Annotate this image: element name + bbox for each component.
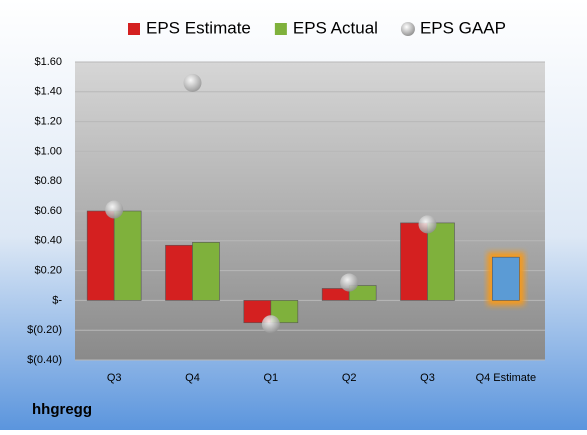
bar	[492, 256, 520, 301]
y-tick-label: $1.40	[34, 86, 62, 98]
y-tick-label: $1.60	[34, 56, 62, 68]
y-tick-label: $1.20	[34, 116, 62, 128]
bar	[165, 244, 193, 301]
legend-marker	[128, 23, 140, 35]
y-tick-label: $(0.20)	[27, 324, 62, 336]
bar	[270, 300, 299, 324]
x-tick-label: Q3	[420, 372, 435, 384]
y-tick-label: $0.60	[34, 205, 62, 217]
y-tick-label: $0.80	[34, 175, 62, 187]
x-tick-label: Q2	[342, 372, 357, 384]
bar	[113, 210, 142, 301]
x-tick-label: Q3	[107, 372, 122, 384]
gaap-dot	[340, 273, 359, 292]
bar	[192, 241, 220, 301]
footer: hhgregg	[32, 401, 92, 418]
gaap-dot	[105, 200, 124, 219]
bar	[400, 222, 428, 301]
legend-label: EPS Estimate	[146, 18, 251, 37]
gaap-dot	[183, 73, 202, 92]
y-tick-label: $(0.40)	[27, 354, 62, 366]
gaap-dot	[261, 315, 280, 334]
x-tick-label: Q4 Estimate	[476, 372, 537, 384]
y-tick-label: $1.00	[34, 145, 62, 157]
legend-label: EPS Actual	[293, 18, 378, 37]
y-tick-label: $0.40	[34, 235, 62, 247]
bar	[427, 222, 455, 301]
x-tick-label: Q1	[263, 372, 278, 384]
y-tick-label: $-	[52, 294, 62, 306]
x-tick-label: Q4	[185, 372, 200, 384]
legend-label: EPS GAAP	[420, 18, 506, 37]
y-tick-label: $0.20	[34, 265, 62, 277]
legend-marker	[400, 22, 415, 36]
legend-marker	[274, 23, 287, 35]
bar	[86, 210, 115, 301]
bar	[348, 285, 377, 301]
gaap-dot	[418, 215, 437, 234]
